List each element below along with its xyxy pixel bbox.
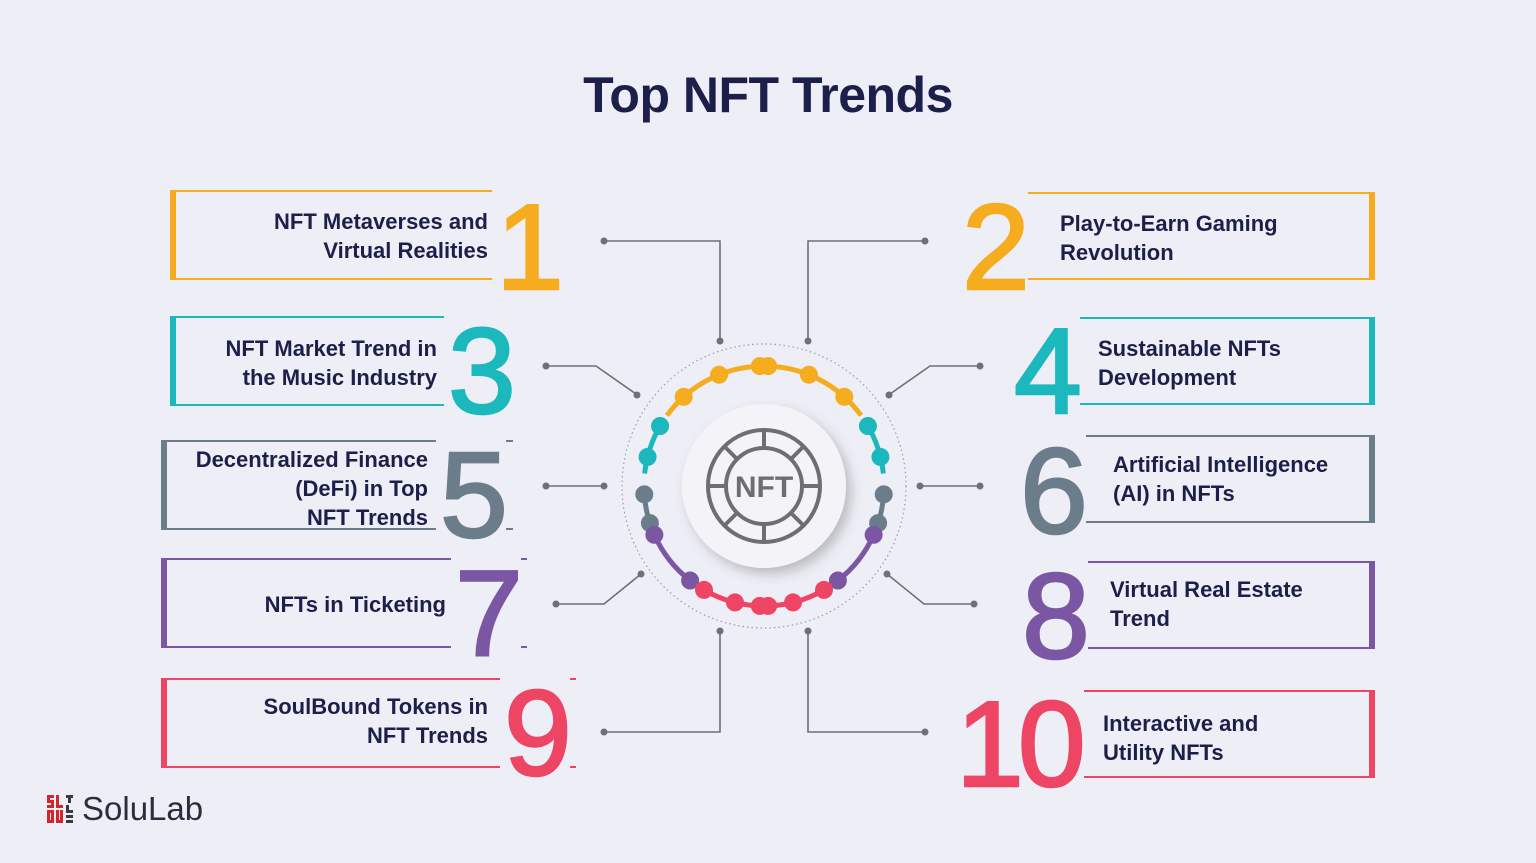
trend-label-line: NFT Market Trend in bbox=[225, 336, 437, 361]
ring-bead bbox=[871, 447, 890, 466]
trend-number-10: 10 bbox=[952, 682, 1087, 806]
ring-bead bbox=[784, 593, 803, 612]
trend-label-line: NFT Trends bbox=[366, 723, 488, 748]
trend-number-2: 2 bbox=[958, 185, 1031, 309]
solulab-logo: SoluLab bbox=[46, 790, 203, 828]
ring-bead bbox=[864, 525, 883, 544]
trend-number-3: 3 bbox=[444, 309, 517, 433]
ring-bead bbox=[815, 580, 833, 599]
connector-9 bbox=[604, 632, 721, 733]
trend-label-line: the Music Industry bbox=[242, 365, 437, 390]
trend-label-line: Sustainable NFTs bbox=[1098, 336, 1281, 361]
page-title: Top NFT Trends bbox=[583, 67, 953, 123]
ring-bead bbox=[799, 365, 818, 384]
trend-label-1: NFT Metaverses and Virtual Realities bbox=[274, 207, 488, 265]
connector-1 bbox=[604, 240, 721, 340]
trend-label-line: Utility NFTs bbox=[1103, 740, 1224, 765]
ring-arc-2 bbox=[664, 363, 760, 417]
trend-number-9: 9 bbox=[500, 671, 573, 795]
trend-number-8: 8 bbox=[1018, 554, 1091, 678]
trend-label-9: SoulBound Tokens in NFT Trends bbox=[264, 692, 488, 750]
connector-8 bbox=[886, 573, 974, 605]
trend-card-8 bbox=[1020, 561, 1375, 649]
trend-label-line: Development bbox=[1098, 365, 1237, 390]
connector-2 bbox=[807, 240, 925, 340]
connector-3 bbox=[546, 365, 637, 395]
trend-card-7 bbox=[161, 558, 527, 648]
nft-coin-icon bbox=[706, 428, 822, 544]
trend-label-line: NFTs in Ticketing bbox=[264, 592, 446, 617]
trend-label-line: Revolution bbox=[1060, 240, 1174, 265]
trend-label-5: Decentralized Finance (DeFi) in Top NFT Tr… bbox=[196, 445, 428, 532]
ring-bead bbox=[695, 580, 713, 599]
ring-bead bbox=[858, 417, 877, 435]
ring-bead bbox=[750, 357, 769, 376]
trend-number-1: 1 bbox=[492, 185, 565, 309]
connector-7 bbox=[556, 573, 642, 605]
connector-4 bbox=[889, 365, 980, 395]
trend-label-7: NFTs in Ticketing bbox=[265, 590, 446, 619]
trend-label-2: Play-to-Earn Gaming Revolution bbox=[1060, 209, 1278, 267]
solulab-logo-icon bbox=[47, 795, 73, 823]
trend-label-8: Virtual Real Estate Trend bbox=[1110, 575, 1303, 633]
outer-dotted-ring bbox=[621, 343, 907, 629]
ring-bead bbox=[635, 485, 654, 504]
trend-number-6: 6 bbox=[1016, 429, 1089, 553]
ring-bead bbox=[725, 593, 744, 612]
trend-label-line: Decentralized Finance bbox=[195, 447, 428, 472]
trend-card-10 bbox=[958, 690, 1375, 778]
trend-card-6 bbox=[1022, 435, 1375, 523]
trend-label-line: (AI) in NFTs bbox=[1113, 481, 1235, 506]
ring-bead bbox=[710, 365, 729, 384]
connector-lines bbox=[546, 240, 980, 733]
trend-card-3 bbox=[170, 316, 493, 406]
trend-card-5 bbox=[161, 440, 513, 530]
trend-card-4 bbox=[1015, 317, 1375, 405]
trend-label-3: NFT Market Trend in the Music Industry bbox=[226, 334, 437, 392]
trend-label-line: Interactive and bbox=[1103, 711, 1259, 736]
ring-bead bbox=[828, 571, 847, 590]
ring-bead bbox=[874, 485, 893, 504]
brand-name: SoluLab bbox=[82, 790, 204, 827]
trend-label-line: Virtual Real Estate bbox=[1110, 577, 1303, 602]
trend-label-4: Sustainable NFTs Development bbox=[1098, 334, 1281, 392]
ring-bead bbox=[835, 387, 854, 406]
connector-dots bbox=[542, 237, 984, 736]
trend-card-9 bbox=[161, 678, 576, 768]
ring-segments bbox=[635, 357, 893, 615]
trend-label-line: NFT Trends bbox=[306, 505, 428, 530]
trend-label-10: Interactive and Utility NFTs bbox=[1103, 709, 1258, 767]
trend-label-line: NFT Metaverses and bbox=[274, 209, 488, 234]
trend-label-line: Virtual Realities bbox=[323, 238, 488, 263]
ring-bead bbox=[750, 596, 769, 615]
ring-bead bbox=[674, 387, 693, 406]
ring-bead bbox=[651, 417, 670, 435]
trend-label-line: SoulBound Tokens in bbox=[263, 694, 488, 719]
trend-card-1 bbox=[170, 190, 556, 280]
connector-10 bbox=[807, 632, 925, 733]
trend-card-2 bbox=[962, 192, 1375, 280]
trend-number-5: 5 bbox=[436, 433, 509, 557]
ring-arc-1 bbox=[768, 363, 864, 417]
trend-number-7: 7 bbox=[451, 551, 524, 675]
trend-label-line: (DeFi) in Top bbox=[295, 476, 428, 501]
trend-number-4: 4 bbox=[1010, 309, 1083, 433]
trend-label-line: Trend bbox=[1110, 606, 1170, 631]
trend-label-6: Artificial Intelligence (AI) in NFTs bbox=[1113, 450, 1328, 508]
ring-bead bbox=[681, 571, 700, 590]
trend-label-line: Play-to-Earn Gaming bbox=[1060, 211, 1278, 236]
ring-bead bbox=[638, 447, 657, 466]
ring-bead bbox=[645, 525, 664, 544]
center-label: NFT bbox=[735, 471, 793, 504]
trend-label-line: Artificial Intelligence bbox=[1113, 452, 1329, 477]
